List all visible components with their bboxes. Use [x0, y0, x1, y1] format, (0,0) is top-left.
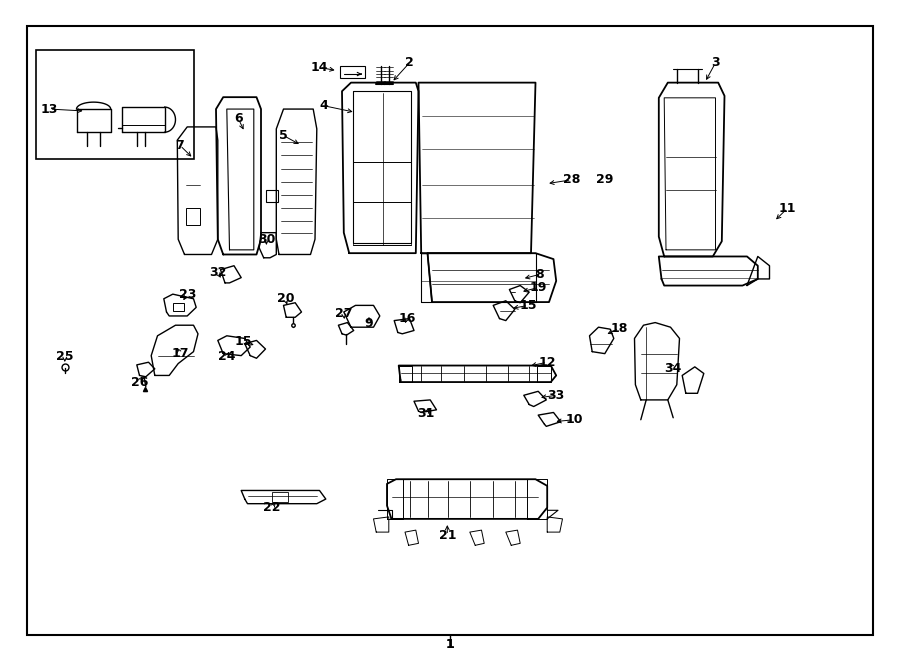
- Text: 20: 20: [276, 292, 294, 305]
- Text: 31: 31: [417, 407, 435, 420]
- Text: 6: 6: [234, 112, 243, 126]
- Text: 9: 9: [364, 317, 373, 330]
- Bar: [272, 492, 288, 502]
- Text: 14: 14: [310, 61, 328, 74]
- Text: 10: 10: [565, 413, 583, 426]
- Text: 26: 26: [130, 375, 148, 389]
- Text: 3: 3: [711, 56, 720, 69]
- Bar: [173, 303, 184, 311]
- Text: 13: 13: [40, 102, 58, 116]
- Text: 7: 7: [176, 139, 184, 152]
- Text: 4: 4: [320, 99, 328, 112]
- Text: 18: 18: [610, 322, 628, 335]
- Text: 27: 27: [335, 307, 353, 321]
- Text: 25: 25: [56, 350, 74, 364]
- Text: 32: 32: [209, 266, 227, 280]
- Text: 8: 8: [536, 268, 544, 281]
- Text: 1: 1: [446, 638, 454, 651]
- Text: 17: 17: [171, 347, 189, 360]
- Text: 2: 2: [405, 56, 414, 69]
- Text: 28: 28: [562, 173, 580, 186]
- Text: 11: 11: [778, 202, 796, 215]
- Text: 19: 19: [529, 281, 547, 294]
- Text: 21: 21: [438, 529, 456, 542]
- Text: 15: 15: [234, 335, 252, 348]
- Text: 1: 1: [446, 638, 454, 651]
- Text: 5: 5: [279, 129, 288, 142]
- Bar: [266, 190, 278, 202]
- Text: 12: 12: [538, 356, 556, 369]
- Bar: [186, 208, 200, 225]
- Bar: [340, 66, 365, 78]
- Text: 16: 16: [398, 312, 416, 325]
- Bar: [36, 50, 194, 159]
- Text: 24: 24: [218, 350, 236, 364]
- Text: 30: 30: [257, 233, 275, 246]
- Text: 22: 22: [263, 501, 281, 514]
- Text: 33: 33: [547, 389, 565, 402]
- Text: 34: 34: [664, 362, 682, 375]
- Text: 15: 15: [519, 299, 537, 312]
- Text: 29: 29: [596, 173, 614, 186]
- Text: 23: 23: [178, 288, 196, 301]
